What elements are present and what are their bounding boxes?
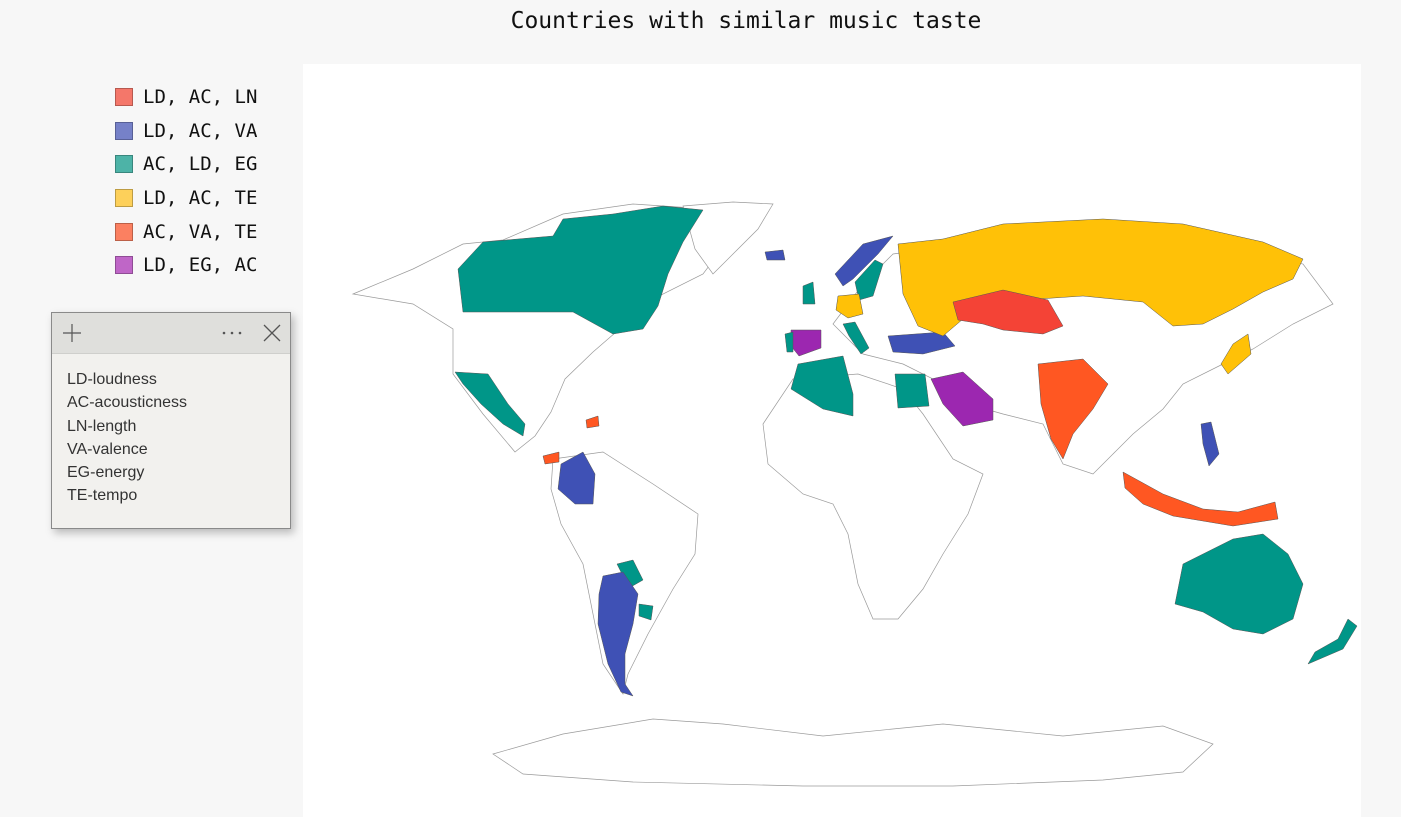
country-australia	[1174, 533, 1304, 635]
country-mexico	[454, 371, 526, 437]
legend-swatch	[115, 222, 133, 241]
legend-swatch	[115, 256, 133, 275]
legend-item: AC, VA, TE	[115, 215, 257, 249]
land-greenland	[682, 201, 774, 275]
country-italy	[842, 321, 870, 355]
country-panama	[542, 451, 560, 465]
country-indonesia	[1122, 471, 1279, 527]
legend-item: LD, AC, LN	[115, 80, 257, 114]
plus-icon	[63, 324, 81, 342]
country-canada	[457, 205, 704, 335]
sticky-note-window[interactable]: LD-loudness AC-acousticness LN-length VA…	[51, 312, 291, 529]
legend-swatch	[115, 188, 133, 207]
country-egypt	[894, 373, 930, 409]
country-kazakhstan	[952, 289, 1064, 335]
country-new-zealand	[1307, 618, 1358, 665]
legend-label: LD, EG, AC	[143, 254, 258, 277]
legend-label: AC, LD, EG	[143, 153, 258, 176]
close-icon	[263, 324, 281, 342]
country-algeria	[790, 355, 854, 417]
sticky-note-body[interactable]: LD-loudness AC-acousticness LN-length VA…	[52, 354, 290, 522]
sticky-note-titlebar[interactable]	[52, 313, 290, 354]
legend-item: LD, EG, AC	[115, 248, 257, 282]
note-line: LD-loudness	[67, 371, 157, 388]
world-map	[351, 201, 1358, 787]
legend-item: LD, AC, TE	[115, 181, 257, 215]
country-india	[1037, 358, 1109, 460]
new-note-button[interactable]	[54, 313, 90, 353]
legend-label: LD, AC, TE	[143, 186, 258, 209]
legend-item: AC, LD, EG	[115, 147, 257, 181]
menu-button[interactable]	[214, 313, 250, 353]
legend-swatch	[115, 87, 133, 106]
colored-countries	[454, 205, 1358, 697]
close-button[interactable]	[254, 313, 290, 353]
world-map-panel	[303, 64, 1361, 817]
note-line: LN-length	[67, 417, 137, 435]
land-africa	[762, 373, 984, 620]
legend-label: LD, AC, VA	[143, 119, 258, 142]
country-portugal	[784, 331, 794, 353]
note-line: TE-tempo	[67, 487, 138, 505]
page-title: Countries with similar music taste	[510, 8, 982, 34]
country-japan	[1220, 333, 1252, 375]
country-spain	[790, 329, 822, 357]
country-norway	[834, 235, 894, 287]
country-saudi-arabia	[930, 371, 994, 427]
note-line: AC-acousticness	[67, 394, 188, 412]
note-line: EG-energy	[67, 464, 145, 482]
country-dominican-republic	[585, 415, 600, 429]
legend-label: AC, VA, TE	[143, 220, 258, 243]
country-uruguay	[638, 603, 654, 621]
legend: LD, AC, LN LD, AC, VA AC, LD, EG LD, AC,…	[115, 80, 257, 282]
country-iceland	[764, 249, 786, 261]
country-uk	[802, 281, 816, 305]
country-turkey	[887, 331, 956, 355]
country-argentina	[597, 571, 639, 697]
note-line: VA-valence	[67, 440, 148, 458]
country-colombia	[557, 451, 596, 505]
land-antarctica	[492, 718, 1214, 787]
country-germany	[835, 293, 864, 319]
more-icon	[222, 331, 242, 335]
country-philippines	[1200, 421, 1220, 467]
legend-item: LD, AC, VA	[115, 114, 257, 148]
legend-label: LD, AC, LN	[143, 85, 258, 108]
legend-swatch	[115, 155, 133, 174]
legend-swatch	[115, 121, 133, 140]
